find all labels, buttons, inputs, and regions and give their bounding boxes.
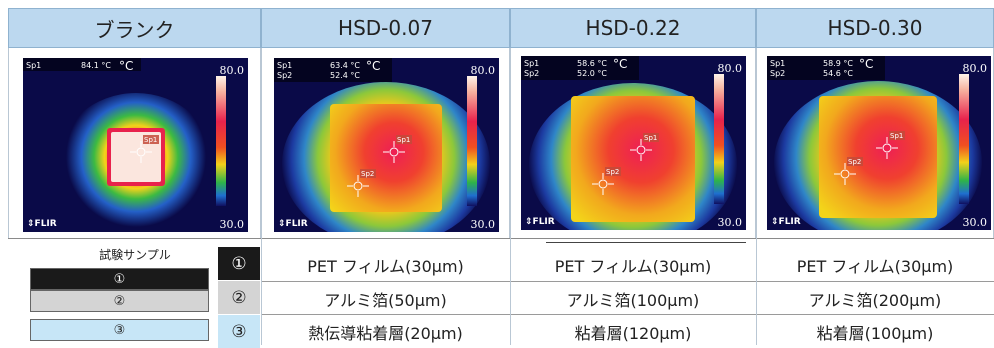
legend-item-2: ②: [30, 290, 209, 312]
column-header-hsd030: HSD-0.30: [756, 8, 994, 48]
flir-logo: ⇕FLIR: [27, 219, 57, 229]
layer-number-2: ②: [218, 281, 260, 314]
scale-max: 80.0: [471, 64, 496, 77]
flir-logo: ⇕FLIR: [525, 217, 555, 227]
thermal-svg: Sp1 84.1 °C °C 80.0 30.0 ⇕FLIR Sp1: [23, 58, 248, 232]
divider: [8, 238, 994, 239]
column-divider: [510, 238, 511, 345]
column-header-hsd022: HSD-0.22: [510, 8, 756, 48]
spot-value: 58.9 °C: [823, 59, 853, 68]
spot-marker-label: Sp2: [606, 168, 619, 176]
layer-number-3: ③: [218, 315, 260, 348]
spot-marker-label: Sp1: [397, 136, 410, 144]
cell-r1-c1: PET フィルム(30μm): [307, 256, 464, 276]
thermal-image: Sp1 63.4 °C Sp2 52.4 °C °C 80.0 30.0 ⇕FLIR Sp1 Sp…: [274, 58, 499, 232]
unit-label: °C: [119, 59, 133, 73]
scale-max: 80.0: [718, 62, 743, 75]
cell-r2-c2: アルミ箔(100μm): [566, 290, 700, 310]
spot-value: 52.0 °C: [577, 69, 607, 78]
scale-max: 80.0: [963, 62, 988, 75]
thermal-image: Sp1 84.1 °C °C 80.0 30.0 ⇕FLIR Sp1: [23, 58, 248, 232]
spot-label: Sp1: [26, 61, 41, 70]
column-header-hsd007: HSD-0.07: [261, 8, 510, 48]
crosshair-icon: Sp2: [834, 157, 863, 185]
column-title: ブランク: [94, 17, 175, 42]
spot-marker-label: Sp2: [848, 158, 861, 166]
flir-logo: ⇕FLIR: [771, 217, 801, 227]
crosshair-icon: Sp1: [130, 135, 159, 163]
legend-title: 試験サンプル: [99, 248, 171, 262]
spot-value: 52.4 °C: [330, 71, 360, 80]
thermal-cell-3: Sp1 58.9 °C Sp2 54.6 °C °C 80.0 30.0 ⇕FLIR Sp1 Sp…: [756, 48, 994, 238]
crosshair-icon: Sp1: [876, 131, 905, 159]
cell-r2-c1: アルミ箔(50μm): [324, 290, 447, 310]
spot-value: 63.4 °C: [330, 61, 360, 70]
thermal-image: Sp1 58.6 °C Sp2 52.0 °C °C 80.0 30.0 ⇕FLIR Sp1 Sp…: [521, 56, 746, 230]
spot-label: Sp2: [770, 69, 785, 78]
spot-marker-label: Sp1: [890, 132, 903, 140]
unit-label: °C: [613, 57, 627, 71]
thermal-cell-2: Sp1 58.6 °C Sp2 52.0 °C °C 80.0 30.0 ⇕FLIR Sp1 Sp…: [510, 48, 756, 238]
cell-r3-c1: 熱伝導粘着層(20μm): [308, 323, 463, 343]
spot-label: Sp1: [770, 59, 785, 68]
spot-marker-label: Sp2: [361, 170, 374, 178]
column-title: HSD-0.07: [338, 16, 433, 40]
legend-item-3: ③: [30, 319, 209, 341]
spot-label: Sp2: [277, 71, 292, 80]
column-title: HSD-0.22: [585, 16, 681, 40]
row-divider: [546, 242, 746, 243]
column-header-blank: ブランク: [8, 8, 261, 48]
scale-min: 30.0: [471, 218, 496, 231]
cell-r3-c2: 粘着層(120μm): [574, 323, 692, 343]
spot-marker-label: Sp1: [644, 134, 657, 142]
spot-value: 54.6 °C: [823, 69, 853, 78]
thermal-image: Sp1 58.9 °C Sp2 54.6 °C °C 80.0 30.0 ⇕FLIR Sp1 Sp…: [767, 56, 991, 230]
unit-label: °C: [859, 57, 873, 71]
crosshair-icon: Sp2: [592, 167, 621, 195]
thermal-cell-1: Sp1 63.4 °C Sp2 52.4 °C °C 80.0 30.0 ⇕FLIR Sp1 Sp…: [261, 48, 510, 238]
spot-label: Sp1: [524, 59, 539, 68]
spot-marker-label: Sp1: [144, 136, 157, 144]
row-divider: [261, 314, 994, 315]
row-divider: [261, 281, 994, 282]
scale-max: 80.0: [220, 64, 245, 77]
crosshair-icon: Sp1: [383, 135, 412, 163]
cell-r3-c3: 粘着層(100μm): [816, 323, 934, 343]
scale-min: 30.0: [220, 218, 245, 231]
crosshair-icon: Sp1: [630, 133, 659, 161]
flir-logo: ⇕FLIR: [278, 219, 308, 229]
crosshair-icon: Sp2: [347, 169, 376, 197]
spot-label: Sp1: [277, 61, 292, 70]
scale-min: 30.0: [718, 216, 743, 229]
cell-r1-c2: PET フィルム(30μm): [554, 256, 712, 276]
spot-value: 84.1 °C: [81, 61, 111, 70]
scale-min: 30.0: [963, 216, 988, 229]
column-divider: [261, 238, 262, 345]
layer-number-1: ①: [218, 247, 260, 280]
spot-label: Sp2: [524, 69, 539, 78]
cell-r1-c3: PET フィルム(30μm): [796, 256, 954, 276]
cell-r2-c3: アルミ箔(200μm): [808, 290, 942, 310]
legend-item-1: ①: [30, 268, 209, 290]
column-divider: [756, 238, 757, 345]
unit-label: °C: [366, 59, 380, 73]
spot-value: 58.6 °C: [577, 59, 607, 68]
thermal-cell-0: Sp1 84.1 °C °C 80.0 30.0 ⇕FLIR Sp1: [8, 48, 261, 238]
column-title: HSD-0.30: [827, 16, 923, 40]
